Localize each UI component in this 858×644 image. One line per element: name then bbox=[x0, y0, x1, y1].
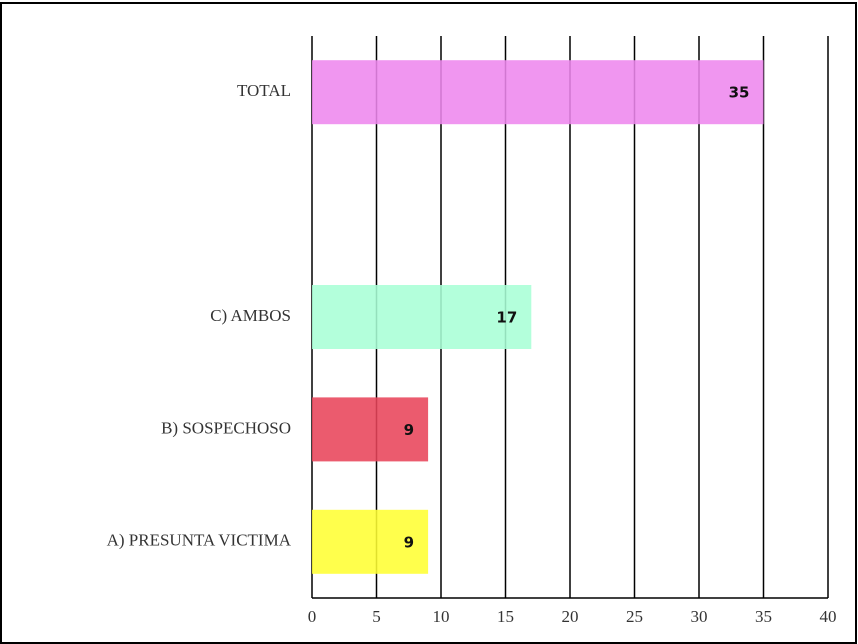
data-label: 9 bbox=[404, 533, 414, 551]
x-tick-label: 40 bbox=[820, 607, 837, 626]
data-label: 9 bbox=[404, 421, 414, 439]
x-tick-label: 35 bbox=[755, 607, 772, 626]
y-tick-label: A) PRESUNTA VICTIMA bbox=[107, 531, 292, 550]
y-tick-label: B) SOSPECHOSO bbox=[161, 418, 291, 437]
bar bbox=[312, 285, 532, 349]
bar bbox=[312, 397, 429, 462]
x-tick-label: 10 bbox=[433, 607, 450, 626]
x-tick-label: 20 bbox=[562, 607, 579, 626]
data-label: 35 bbox=[729, 84, 750, 102]
x-tick-label: 30 bbox=[691, 607, 708, 626]
x-tick-label: 25 bbox=[626, 607, 643, 626]
x-tick-label: 15 bbox=[497, 607, 514, 626]
x-tick-label: 5 bbox=[372, 607, 381, 626]
data-label: 17 bbox=[496, 309, 517, 327]
bar bbox=[312, 509, 429, 574]
y-tick-label: C) AMBOS bbox=[210, 306, 291, 325]
bar bbox=[312, 60, 764, 125]
x-tick-label: 0 bbox=[308, 607, 317, 626]
y-tick-label: TOTAL bbox=[237, 81, 291, 100]
